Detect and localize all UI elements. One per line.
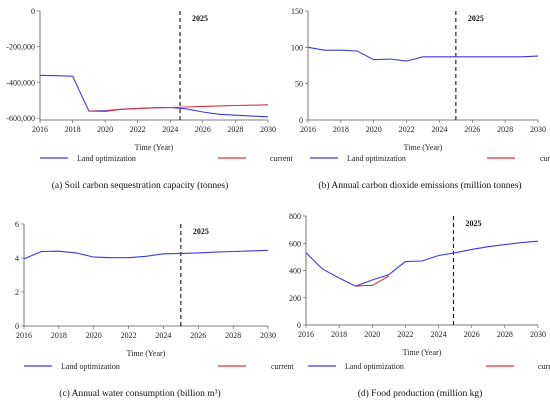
- x-tick-label: 2024: [155, 331, 171, 340]
- series-line-land-optimization: [307, 46, 539, 62]
- x-axis-title: Time (Year): [135, 143, 174, 152]
- y-tick-label: -200,000: [6, 43, 35, 52]
- chart-panel-b: 0 50 100 150 2016 2018 2020 2022 2024 2026 2028 203…: [291, 7, 550, 191]
- y-tick-label: 0: [297, 321, 301, 330]
- x-tick-label: 2024: [431, 330, 447, 339]
- x-tick-label: 2018: [333, 125, 349, 134]
- x-tick-label: 2020: [86, 331, 102, 340]
- x-tick-label: 2016: [32, 125, 48, 134]
- x-axis-title: Time (Year): [403, 348, 442, 357]
- x-tick-label: 2022: [121, 331, 137, 340]
- x-tick-label: 2030: [260, 125, 276, 134]
- x-tick-label: 2026: [195, 125, 211, 134]
- legend-label-land-optimization: Land optimization: [61, 362, 120, 371]
- y-tick-label: 400: [289, 267, 301, 276]
- y-tick-label: 4: [15, 254, 19, 263]
- marker-label-2025: 2025: [192, 14, 208, 23]
- x-tick-label: 2018: [65, 125, 81, 134]
- y-tick-label: 200: [289, 294, 301, 303]
- legend-label-current: current: [538, 362, 550, 371]
- x-tick-label: 2024: [431, 125, 447, 134]
- y-tick-label: 800: [289, 212, 301, 221]
- marker-label-2025: 2025: [468, 14, 484, 23]
- chart-panel-a: 0 -200,000 -400,000 -600,000 2016 2018 2020 202…: [6, 7, 293, 191]
- series-line-current: [355, 275, 390, 287]
- y-tick-label: 6: [15, 220, 19, 229]
- chart-caption: (c) Annual water consumption (billion m³…: [59, 388, 220, 399]
- chart-caption: (b) Annual carbon dioxide emissions (mil…: [318, 180, 521, 191]
- series-line-land-optimization: [39, 74, 269, 118]
- marker-label-2025: 2025: [193, 227, 209, 236]
- y-tick-label: 150: [291, 7, 303, 16]
- y-tick-label: 0: [299, 116, 303, 125]
- y-tick-label: 0: [31, 7, 35, 16]
- legend-label-land-optimization: Land optimization: [347, 154, 406, 163]
- x-tick-label: 2018: [331, 330, 347, 339]
- x-tick-label: 2022: [130, 125, 146, 134]
- series-line-land-optimization: [305, 240, 539, 287]
- marker-label-2025: 2025: [465, 219, 481, 228]
- x-tick-label: 2018: [51, 331, 67, 340]
- legend-label-land-optimization: Land optimization: [345, 362, 404, 371]
- x-tick-label: 2028: [497, 125, 513, 134]
- chart-panel-c: 0 2 4 6 2016 2018 2020 2022 2024 2026 2028 2030 Time…: [15, 220, 294, 399]
- legend-label-current: current: [540, 154, 550, 163]
- x-tick-label: 2016: [298, 330, 314, 339]
- y-tick-label: 50: [295, 80, 303, 89]
- y-tick-label: 0: [15, 322, 19, 331]
- x-tick-label: 2020: [366, 125, 382, 134]
- legend-label-land-optimization: Land optimization: [77, 154, 136, 163]
- y-tick-label: 600: [289, 239, 301, 248]
- series-line-current: [88, 104, 269, 112]
- legend-label-current: current: [271, 362, 294, 371]
- x-tick-label: 2026: [464, 330, 480, 339]
- x-tick-label: 2030: [530, 125, 546, 134]
- x-tick-label: 2022: [399, 125, 415, 134]
- x-tick-label: 2020: [364, 330, 380, 339]
- chart-panel-d: 0 200 400 600 800 2016 2018 2020 2022 2024 2026 202…: [289, 212, 550, 399]
- x-tick-label: 2028: [227, 125, 243, 134]
- x-tick-label: 2020: [97, 125, 113, 134]
- x-tick-label: 2022: [397, 330, 413, 339]
- chart-caption: (a) Soil carbon sequestration capacity (…: [52, 180, 228, 191]
- x-axis-title: Time (Year): [404, 143, 443, 152]
- x-tick-label: 2026: [464, 125, 480, 134]
- y-tick-label: -600,000: [6, 114, 35, 123]
- y-tick-label: -400,000: [6, 78, 35, 87]
- x-tick-label: 2030: [530, 330, 546, 339]
- y-tick-label: 100: [291, 43, 303, 52]
- chart-caption: (d) Food production (million kg): [358, 388, 483, 399]
- x-tick-label: 2030: [260, 331, 276, 340]
- legend-label-current: current: [270, 154, 293, 163]
- y-tick-label: 2: [15, 288, 19, 297]
- x-tick-label: 2016: [300, 125, 316, 134]
- x-tick-label: 2024: [162, 125, 178, 134]
- x-tick-label: 2026: [190, 331, 206, 340]
- x-tick-label: 2028: [497, 330, 513, 339]
- x-tick-label: 2028: [225, 331, 241, 340]
- series-line-land-optimization: [23, 249, 269, 260]
- x-axis-title: Time (Year): [127, 349, 166, 358]
- x-tick-label: 2016: [16, 331, 32, 340]
